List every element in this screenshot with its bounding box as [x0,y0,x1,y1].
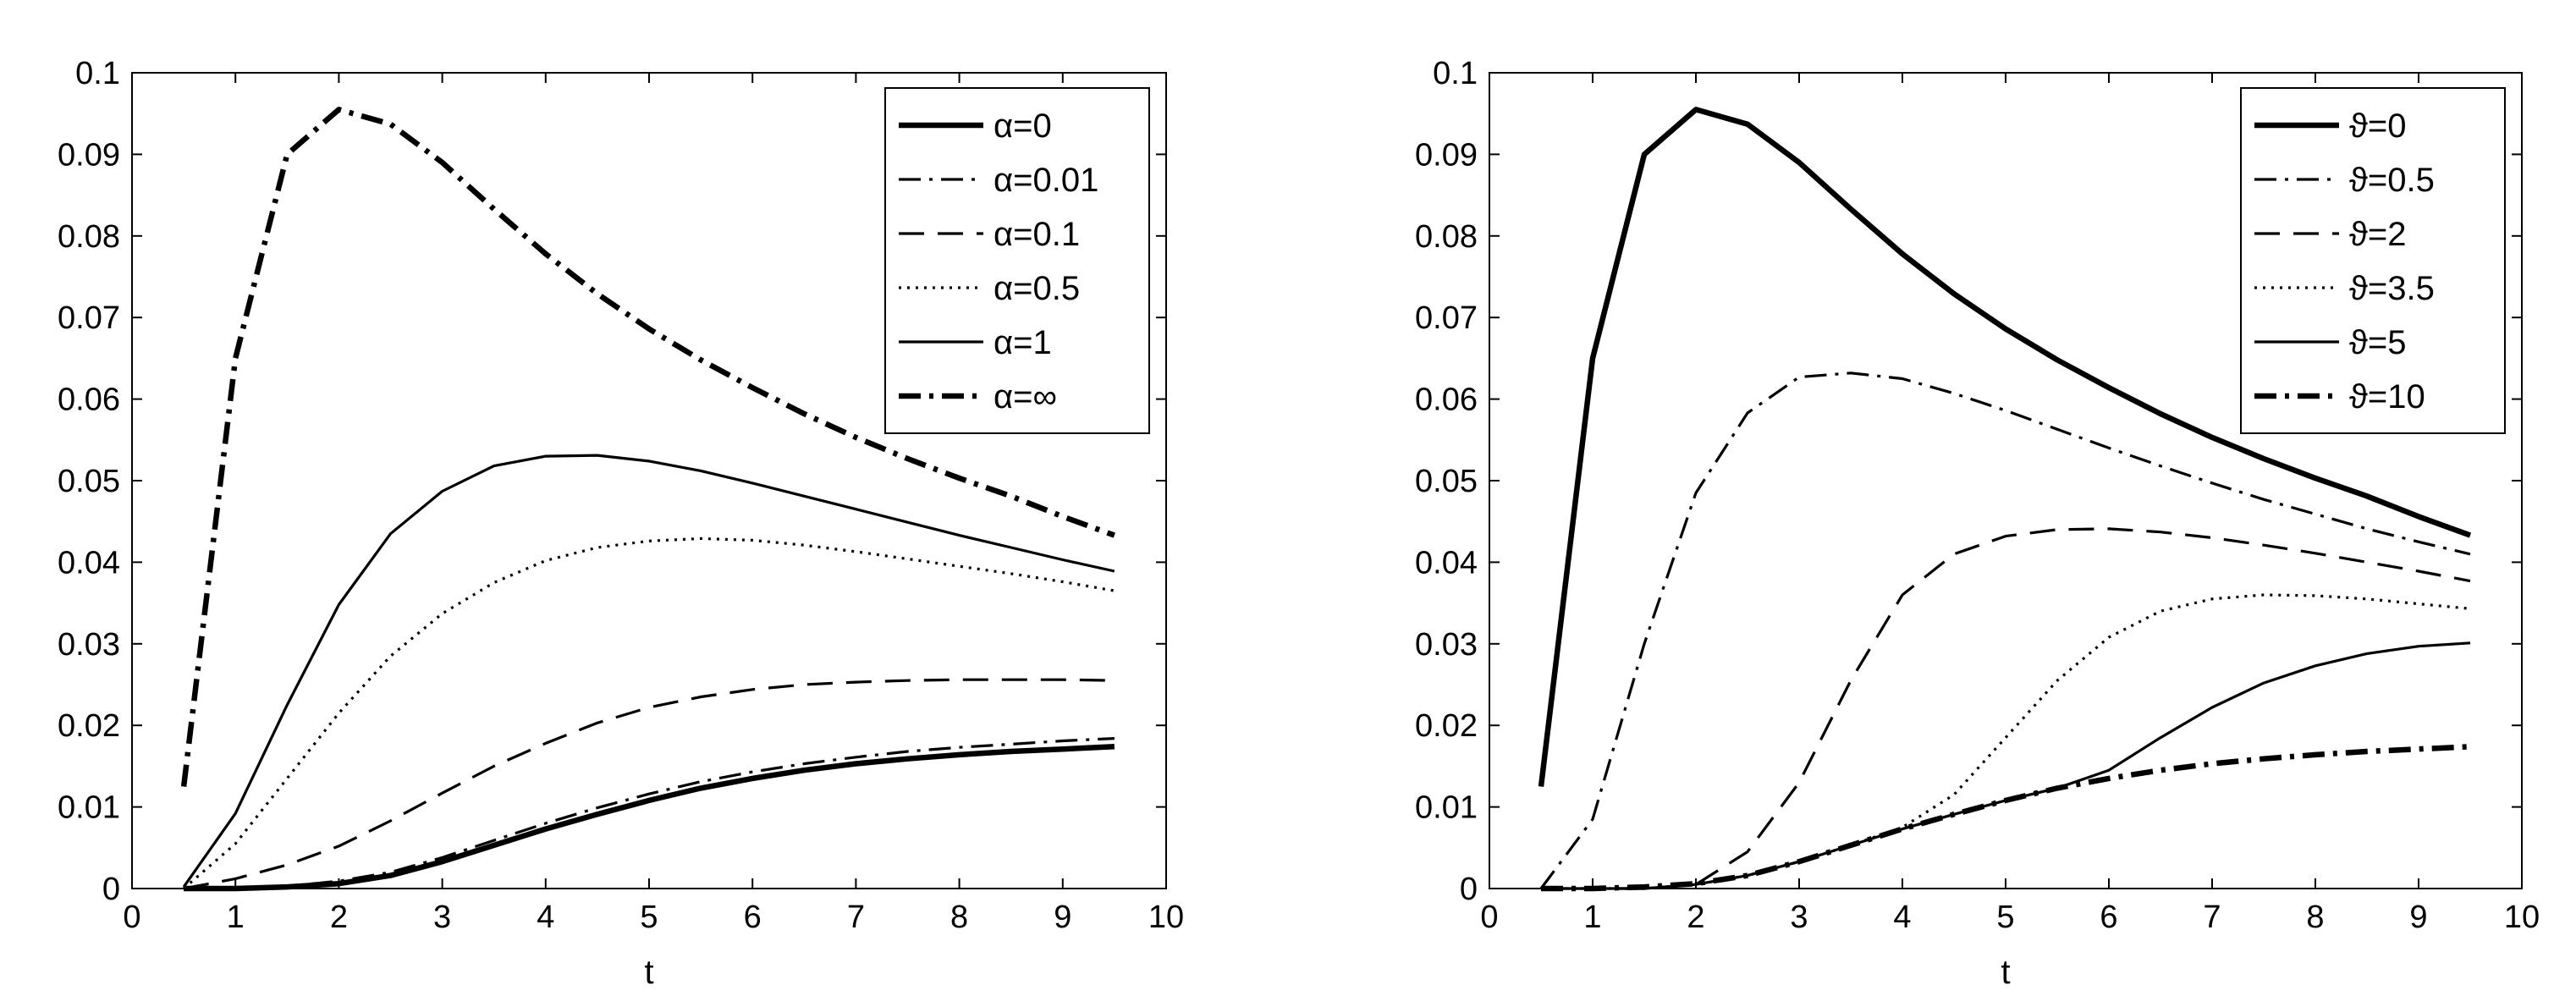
legend-label: ϑ=0.5 [2349,162,2435,199]
y-tick-label: 0.09 [1415,137,1478,173]
x-tick-label: 0 [1480,900,1498,935]
x-tick-label: 4 [537,900,554,935]
y-tick-label: 0.04 [58,545,120,581]
series-line-1 [184,744,1115,892]
x-axis-label: t [2001,954,2010,991]
x-tick-label: 7 [2203,900,2221,935]
y-tick-label: 0.03 [1415,627,1478,663]
x-tick-label: 2 [1687,900,1704,935]
series-line-3 [183,678,1115,890]
x-tick-label: 5 [1996,900,2014,935]
series-line-2 [1539,371,2471,889]
legend-label: α=0.01 [994,162,1098,199]
y-tick-label: 0.05 [1415,464,1478,499]
series-line-1 [1538,107,2472,787]
chart-panel-1: 0 1 2 3 4 5 6 7 8 9 10 0 0.01 0.02 0.03 0.04 0.05 0.06 0.0… [58,56,1184,991]
series-line-6 [180,107,1116,787]
x-tick-label: 3 [1790,900,1808,935]
y-tick-label: 0 [102,872,120,907]
y-tick-label: 0.09 [58,137,120,173]
legend-label: ϑ=10 [2349,378,2425,415]
x-tick-label: 9 [1054,900,1071,935]
series-line-2 [184,737,1115,890]
y-tick-label: 0.1 [75,56,120,91]
y-tick-label: 0.03 [58,627,120,663]
x-tick-label: 1 [1583,900,1601,935]
x-tick-label: 2 [330,900,348,935]
x-tick-label: 10 [1148,900,1184,935]
legend-label: α=0 [994,107,1052,145]
x-tick-label: 7 [847,900,865,935]
legend-label: α=0.5 [994,270,1080,307]
y-tick-label: 0.07 [1415,300,1478,336]
x-tick-label: 4 [1893,900,1911,935]
legend-label: ϑ=5 [2349,324,2406,361]
x-tick-label: 3 [433,900,451,935]
y-tick-label: 0.06 [1415,382,1478,418]
y-tick-label: 0.05 [58,464,120,499]
y-tick-label: 0.08 [1415,219,1478,255]
legend-label: ϑ=0 [2349,107,2406,145]
x-tick-label: 6 [744,900,762,935]
legend-label: α=∞ [994,378,1057,415]
y-tick-label: 0.07 [58,300,120,336]
y-tick-label: 0 [1460,872,1478,907]
y-tick-label: 0.1 [1433,56,1478,91]
x-tick-label: 9 [2409,900,2427,935]
legend-label: ϑ=2 [2349,216,2406,253]
legend-box [2240,87,2506,434]
legend-box [884,87,1150,434]
x-axis-label: t [644,954,653,991]
legend: ϑ=0 ϑ=0.5 ϑ=2 ϑ=3.5 ϑ=5 ϑ=10 [2240,87,2506,434]
y-tick-label: 0.01 [58,790,120,826]
series-line-4 [183,537,1115,890]
legend-label: α=1 [994,324,1052,361]
series-line-6 [1541,744,2471,892]
y-tick-label: 0.04 [1415,545,1478,581]
x-tick-label: 10 [2504,900,2540,935]
y-tick-label: 0.02 [1415,708,1478,744]
x-tick-label: 5 [640,900,658,935]
series-line-3 [1541,527,2471,890]
x-tick-label: 1 [227,900,245,935]
legend-label: α=0.1 [994,216,1080,253]
y-tick-label: 0.06 [58,382,120,418]
legend-label: ϑ=3.5 [2349,270,2435,307]
y-tick-label: 0.01 [1415,790,1478,826]
legend: α=0 α=0.01 α=0.1 α=0.5 α=1 α=∞ [884,87,1150,434]
x-tick-label: 8 [2306,900,2324,935]
x-tick-label: 0 [123,900,140,935]
y-tick-label: 0.02 [58,708,120,744]
y-tick-label: 0.08 [58,219,120,255]
series-line-5 [182,454,1115,889]
x-tick-label: 8 [950,900,968,935]
chart-panel-2: 0 1 2 3 4 5 6 7 8 9 10 0 0.01 0.02 0.03 0.04 0.05 0.06 0.0… [1415,56,2540,991]
x-tick-label: 6 [2100,900,2117,935]
